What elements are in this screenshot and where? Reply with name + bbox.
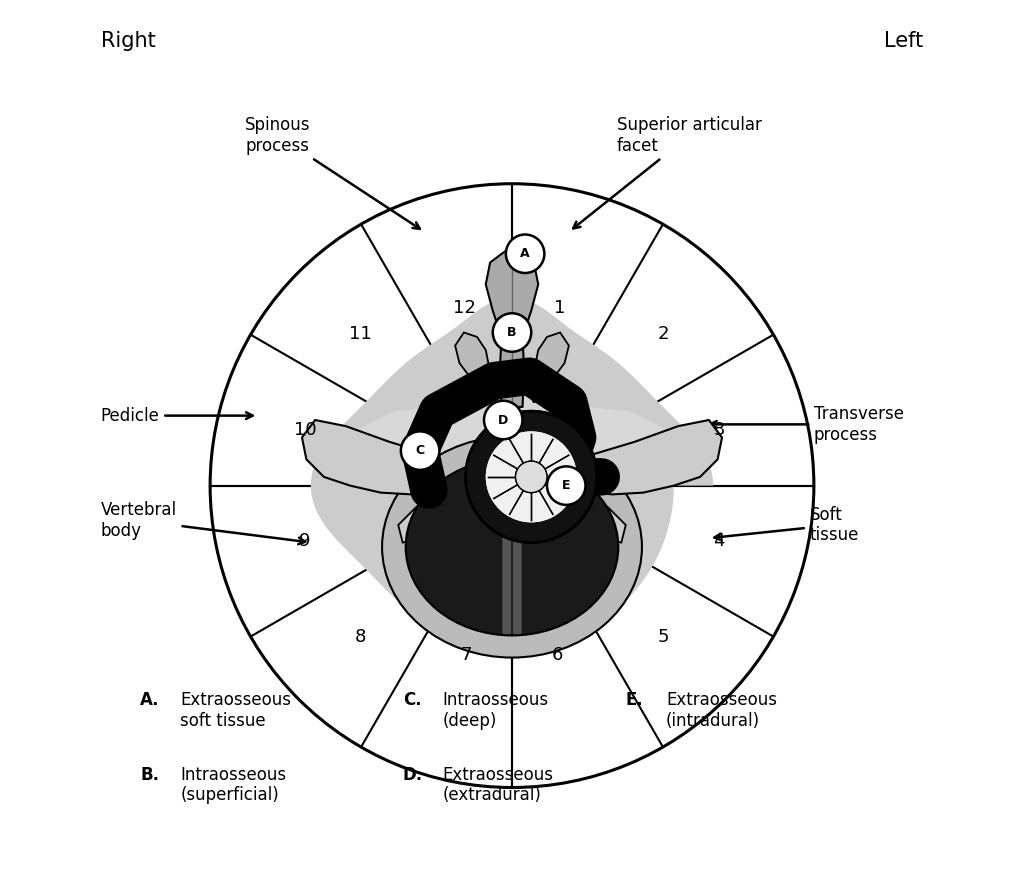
Circle shape <box>547 466 586 505</box>
Text: Vertebral
body: Vertebral body <box>100 501 305 544</box>
Text: 3: 3 <box>714 421 725 439</box>
Text: E.: E. <box>626 691 643 710</box>
FancyBboxPatch shape <box>513 459 521 634</box>
Circle shape <box>493 313 531 352</box>
Text: 10: 10 <box>294 421 316 439</box>
Text: A: A <box>520 248 530 260</box>
Text: Extraosseous
soft tissue: Extraosseous soft tissue <box>180 691 292 730</box>
Text: Extraosseous
(intradural): Extraosseous (intradural) <box>666 691 777 730</box>
Ellipse shape <box>382 436 642 658</box>
Polygon shape <box>302 420 433 494</box>
Polygon shape <box>591 420 722 494</box>
Text: D.: D. <box>402 766 423 784</box>
Text: 12: 12 <box>453 299 476 317</box>
Text: Pedicle: Pedicle <box>100 407 253 424</box>
Ellipse shape <box>406 458 618 635</box>
Text: D: D <box>498 414 508 426</box>
Polygon shape <box>485 249 539 407</box>
Polygon shape <box>582 490 626 542</box>
Text: Spinous
process: Spinous process <box>245 116 420 229</box>
Polygon shape <box>311 298 714 648</box>
Polygon shape <box>529 332 569 402</box>
Circle shape <box>515 461 547 493</box>
Circle shape <box>485 431 577 522</box>
Polygon shape <box>398 490 442 542</box>
Text: 11: 11 <box>349 325 372 343</box>
Text: 1: 1 <box>554 299 565 317</box>
Polygon shape <box>455 332 495 402</box>
Text: Left: Left <box>884 31 924 51</box>
Text: A.: A. <box>140 691 160 710</box>
Text: B.: B. <box>140 766 159 784</box>
Circle shape <box>515 461 547 493</box>
Text: Intraosseous
(superficial): Intraosseous (superficial) <box>180 766 287 804</box>
Text: Soft
tissue: Soft tissue <box>715 506 859 544</box>
Circle shape <box>466 411 597 542</box>
Text: 4: 4 <box>714 532 725 550</box>
Text: 8: 8 <box>354 628 367 647</box>
Circle shape <box>506 234 545 273</box>
Text: 6: 6 <box>552 646 563 663</box>
Text: Extraosseous
(extradural): Extraosseous (extradural) <box>442 766 554 804</box>
Text: Right: Right <box>100 31 156 51</box>
Circle shape <box>400 431 439 470</box>
Text: Superior articular
facet: Superior articular facet <box>573 116 762 228</box>
Text: E: E <box>562 480 570 492</box>
Circle shape <box>485 431 577 522</box>
Polygon shape <box>358 381 666 499</box>
Circle shape <box>484 401 522 439</box>
Text: 5: 5 <box>657 628 670 647</box>
Text: 9: 9 <box>299 532 310 550</box>
FancyBboxPatch shape <box>503 459 511 634</box>
Text: Intraosseous
(deep): Intraosseous (deep) <box>442 691 549 730</box>
Text: 2: 2 <box>657 325 670 343</box>
Text: C.: C. <box>402 691 421 710</box>
Text: C: C <box>416 444 425 457</box>
Text: Transverse
process: Transverse process <box>710 405 904 444</box>
Text: 7: 7 <box>461 646 472 663</box>
Circle shape <box>466 411 597 542</box>
Text: B: B <box>507 326 517 339</box>
